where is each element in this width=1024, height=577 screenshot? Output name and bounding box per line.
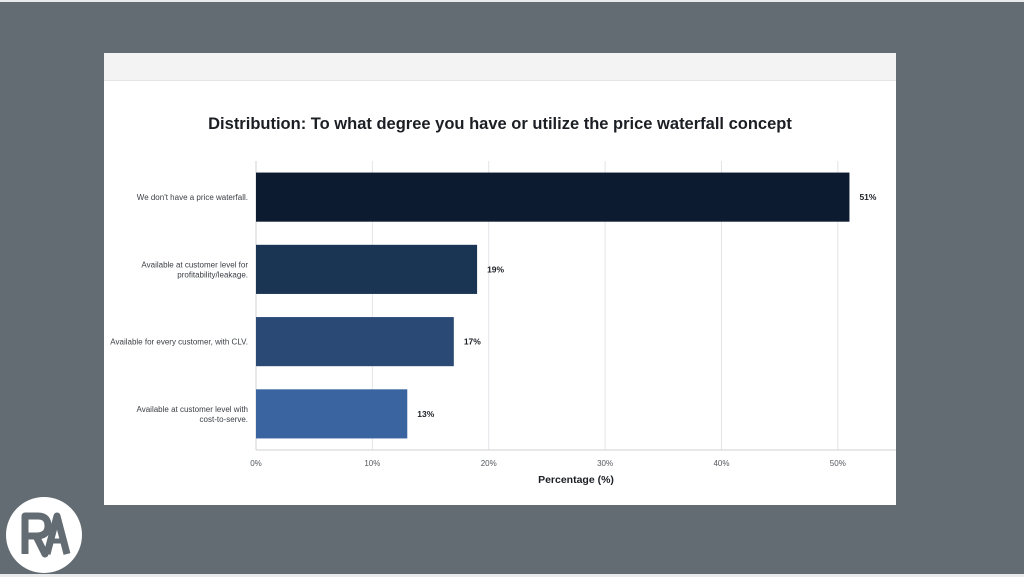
category-label: Available for every customer, with CLV.	[110, 338, 248, 347]
bar-value-label: 13%	[417, 409, 434, 419]
bar-value-label: 51%	[859, 192, 876, 202]
x-tick-label: 40%	[713, 459, 729, 468]
card-top-bar	[104, 53, 896, 81]
bar-chart: 0% 10% 20% 30% 40% 50% 51% We don't have a pric…	[110, 161, 896, 486]
chart-card: Distribution: To what degree you have or…	[104, 53, 896, 505]
ra-logo	[6, 497, 82, 573]
category-label: Available at customer level with cost-to-…	[137, 405, 248, 424]
x-tick-label: 50%	[830, 459, 846, 468]
x-tick-label: 10%	[364, 459, 380, 468]
bar	[256, 244, 478, 294]
x-tick-label: 30%	[597, 459, 613, 468]
chart-title: Distribution: To what degree you have or…	[208, 115, 792, 133]
bar-value-label: 19%	[487, 264, 504, 274]
bar	[256, 389, 408, 439]
category-label: Available at customer level for profitabi…	[141, 260, 248, 279]
bar	[256, 172, 850, 222]
category-label: We don't have a price waterfall.	[137, 193, 248, 202]
x-tick-label: 0%	[250, 459, 262, 468]
bar	[256, 317, 454, 367]
bar-value-label: 17%	[464, 337, 481, 347]
slide-edge-bottom	[0, 574, 1024, 577]
slide-edge-top	[0, 0, 1024, 2]
x-axis-title: Percentage (%)	[538, 474, 614, 486]
x-tick-label: 20%	[481, 459, 497, 468]
